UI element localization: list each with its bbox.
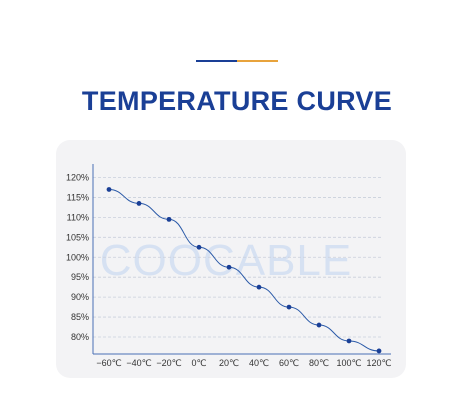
watermark-text: COOCABLE [100, 236, 353, 285]
y-tick-label: 90% [71, 292, 89, 302]
y-tick-label: 105% [66, 232, 89, 242]
page-title: TEMPERATURE CURVE [81, 86, 393, 116]
y-tick-label: 110% [67, 212, 89, 222]
temperature-line-chart: COOCABLE 120% 115% 110% 105% 100% 95% 90% 85% 80… [66, 164, 392, 368]
data-point [196, 244, 202, 250]
y-tick-label: 80% [71, 332, 89, 342]
y-tick-label: 85% [71, 312, 89, 322]
grid-lines [93, 177, 381, 338]
data-point [316, 322, 322, 328]
series-layer [106, 187, 382, 354]
x-tick-label: 80℃ [309, 358, 329, 368]
data-point [256, 284, 262, 290]
x-tick-label: −20℃ [156, 358, 181, 368]
x-tick-label: 0℃ [191, 358, 206, 368]
x-tick-label: −60℃ [96, 358, 121, 368]
y-tick-label: 115% [67, 192, 89, 202]
x-tick-label: 20℃ [219, 358, 239, 368]
data-point [136, 201, 142, 206]
y-tick-label: 95% [71, 272, 89, 282]
x-tick-labels: −60℃ −40℃ −20℃ 0℃ 20℃ 40℃ 60℃ 80℃ 100℃ 120℃ [96, 358, 391, 368]
data-point [376, 348, 382, 354]
data-point [286, 304, 292, 310]
data-point [226, 264, 232, 270]
y-tick-label: 100% [66, 252, 89, 262]
chart-axes [92, 164, 391, 355]
x-tick-label: 60℃ [279, 358, 299, 368]
x-tick-label: 40℃ [249, 358, 269, 368]
x-tick-label: 100℃ [336, 358, 361, 368]
data-point [346, 338, 352, 344]
data-point [166, 216, 172, 222]
data-point [106, 187, 112, 192]
chart-card: COOCABLE 120% 115% 110% 105% 100% 95% 90% 85% 80… [56, 140, 406, 378]
x-tick-label: −40℃ [126, 358, 151, 368]
y-tick-labels: 120% 115% 110% 105% 100% 95% 90% 85% 80% [66, 173, 89, 343]
y-tick-label: 120% [66, 173, 89, 183]
title-accent-line-blue [196, 60, 237, 62]
series-line [108, 188, 380, 352]
x-tick-label: 120℃ [366, 358, 391, 368]
title-accent-line-orange [237, 60, 278, 62]
